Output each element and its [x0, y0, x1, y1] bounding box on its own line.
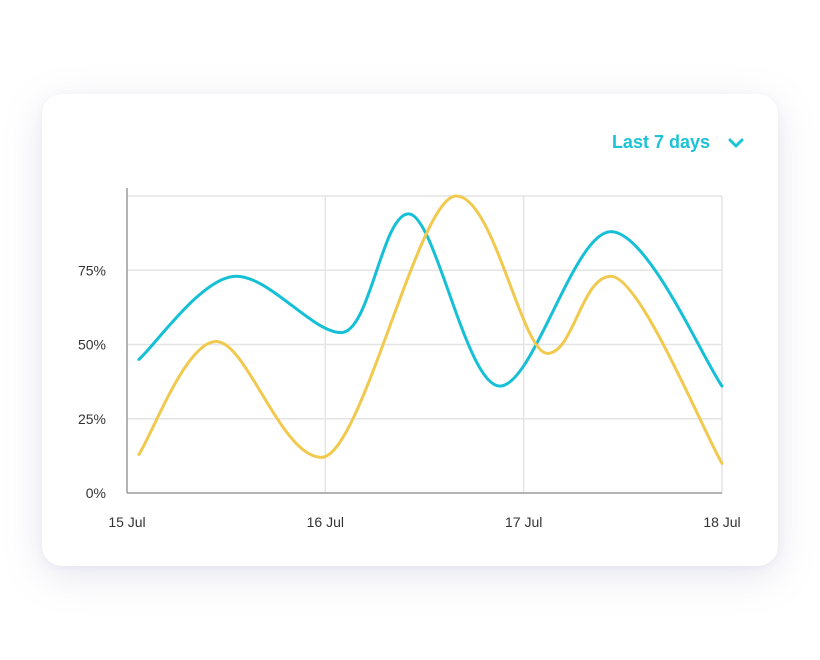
y-tick-label: 75%	[78, 262, 106, 278]
date-range-dropdown[interactable]: Last 7 days	[612, 132, 744, 153]
series-line-1	[137, 212, 724, 388]
date-range-label: Last 7 days	[611, 132, 710, 152]
chevron-down-icon[interactable]	[728, 137, 744, 149]
y-tick-label: 25%	[78, 411, 106, 427]
y-tick-label: 0%	[86, 485, 106, 501]
x-tick-label: 17 Jul	[505, 514, 542, 530]
x-tick-label: 15 Jul	[108, 514, 145, 530]
x-tick-label: 18 Jul	[703, 514, 740, 530]
y-tick-label: 50%	[78, 337, 106, 353]
x-tick-label: 16 Jul	[307, 514, 344, 530]
series-line-2	[137, 194, 724, 465]
